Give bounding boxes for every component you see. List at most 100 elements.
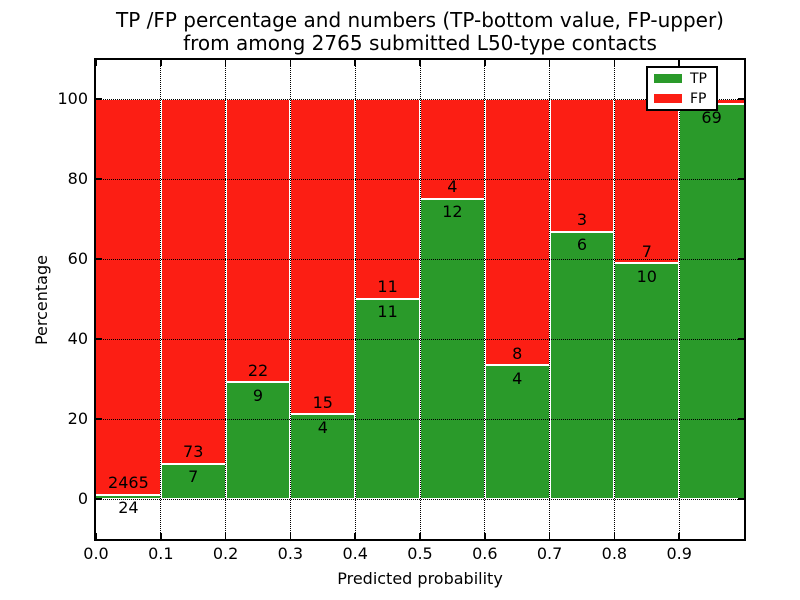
x-tick-label: 0.6 — [472, 544, 498, 563]
y-tick-label: 60 — [67, 249, 88, 268]
bar-segment-fp — [290, 99, 356, 415]
x-tick-label: 0.4 — [342, 544, 368, 563]
bar-edge-boundary — [160, 462, 226, 465]
x-tick-label: 0.1 — [148, 544, 174, 563]
x-tick-mark — [484, 533, 486, 539]
bar-label-tp: 24 — [118, 498, 139, 518]
bar-label-fp: 73 — [183, 442, 204, 461]
bar-segment-tp — [679, 104, 744, 499]
x-tick-label: 0.3 — [277, 544, 304, 563]
bar-label-tp: 7 — [188, 467, 199, 486]
x-tick-mark — [419, 533, 421, 539]
y-tick-label: 80 — [67, 169, 88, 188]
x-tick-mark — [548, 533, 551, 539]
bar-segment-tp — [96, 495, 161, 499]
bar-label-fp: 7 — [641, 241, 652, 261]
legend-label-tp: TP — [690, 70, 707, 87]
legend-swatch-fp — [654, 94, 682, 103]
gridline-horizontal — [96, 258, 744, 260]
x-tick-mark — [160, 60, 162, 66]
y-tick-mark — [96, 258, 102, 260]
x-axis-label: Predicted probability — [337, 569, 503, 588]
gridline-horizontal — [96, 418, 744, 420]
gridline-horizontal — [96, 338, 744, 340]
gridline-horizontal — [96, 178, 744, 180]
x-tick-mark — [613, 60, 616, 66]
legend-item-fp: FP — [648, 89, 716, 108]
y-tick-mark — [738, 498, 744, 500]
bar-label-tp: 4 — [317, 417, 328, 437]
gridline-vertical — [613, 60, 615, 539]
x-tick-mark — [224, 60, 227, 66]
x-tick-label: 0.9 — [666, 544, 692, 563]
bar-segment-fp — [225, 99, 291, 383]
gridline-horizontal — [96, 98, 744, 100]
x-tick-mark — [678, 60, 680, 66]
x-tick-mark — [224, 533, 227, 539]
bar-label-tp: 9 — [252, 385, 264, 405]
bar-segment-fp — [355, 99, 420, 299]
gridline-vertical — [289, 60, 291, 539]
plot-area: 24652473722915411114128436710169 — [96, 60, 744, 539]
bar-label-tp: 69 — [701, 107, 722, 127]
bar-segment-tp — [290, 414, 356, 499]
x-tick-mark — [160, 533, 162, 539]
bar-segment-tp — [614, 263, 680, 499]
bar-segment-fp — [96, 99, 161, 496]
bar-label-fp: 3 — [576, 210, 588, 230]
legend-label-fp: FP — [690, 90, 707, 107]
bar-edge-boundary — [549, 230, 615, 233]
x-tick-mark — [96, 533, 97, 539]
bar-label-fp: 2465 — [108, 473, 149, 493]
y-tick-label: 100 — [57, 89, 88, 108]
bar-segment-tp — [484, 365, 550, 499]
x-tick-mark — [96, 60, 97, 66]
x-tick-mark — [289, 533, 292, 539]
y-tick-label: 0 — [77, 489, 88, 508]
y-tick-mark — [96, 338, 102, 340]
bar-edge-boundary — [355, 297, 420, 300]
bar-label-tp: 10 — [636, 266, 657, 286]
plot-axes: 24652473722915411114128436710169 TP FP — [94, 58, 746, 541]
bar-segment-tp — [225, 382, 291, 499]
bar-label-tp: 6 — [576, 235, 588, 255]
x-tick-mark — [613, 533, 616, 539]
x-tick-mark — [419, 60, 421, 66]
x-tick-label: 0.0 — [83, 544, 109, 563]
y-tick-mark — [96, 498, 102, 500]
bar-segment-fp — [160, 99, 226, 464]
bar-edge-boundary — [225, 381, 291, 384]
y-tick-mark — [738, 258, 744, 260]
gridline-vertical — [549, 60, 551, 539]
bar-segment-tp — [420, 199, 485, 499]
y-tick-mark — [738, 418, 744, 420]
x-tick-label: 0.5 — [407, 544, 433, 563]
bar-segment-fp — [420, 99, 485, 199]
x-tick-mark — [484, 60, 486, 66]
x-tick-mark — [354, 60, 356, 66]
bar-edge-boundary — [96, 493, 161, 496]
y-tick-label: 40 — [67, 329, 88, 348]
bar-label-tp: 4 — [512, 368, 523, 388]
x-tick-label: 0.7 — [536, 544, 563, 563]
bar-label-fp: 15 — [312, 392, 333, 412]
gridline-vertical — [419, 60, 421, 539]
bar-segment-fp — [614, 99, 680, 264]
y-tick-label: 20 — [67, 409, 88, 428]
gridline-vertical — [678, 60, 680, 539]
bar-edge-boundary — [420, 197, 485, 200]
legend: TP FP — [646, 66, 718, 111]
legend-swatch-tp — [654, 74, 682, 83]
bar-edge-boundary — [614, 262, 680, 265]
x-tick-mark — [678, 533, 680, 539]
y-tick-mark — [96, 418, 102, 420]
chart-title: TP /FP percentage and numbers (TP-bottom… — [96, 9, 744, 55]
bar-edge-boundary — [290, 413, 356, 416]
x-tick-mark — [354, 533, 356, 539]
bar-label-fp: 22 — [247, 360, 269, 380]
y-tick-mark — [738, 98, 744, 100]
bar-segment-tp — [549, 232, 615, 499]
x-tick-mark — [548, 60, 551, 66]
y-tick-mark — [96, 178, 102, 180]
